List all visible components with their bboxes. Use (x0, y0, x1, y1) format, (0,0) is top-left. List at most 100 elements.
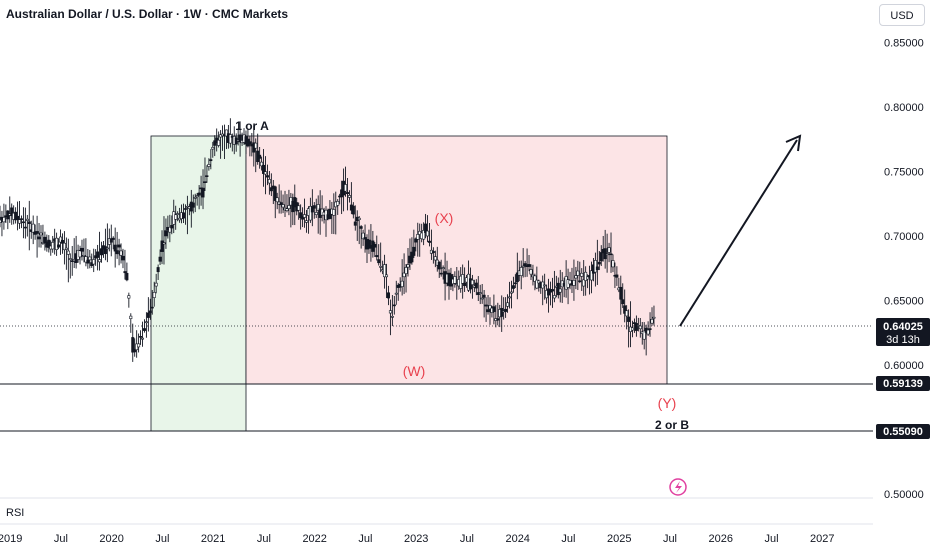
candle-body (176, 213, 180, 215)
candle-body (404, 267, 408, 274)
red-zone[interactable] (245, 135, 668, 385)
candle-body (137, 343, 141, 348)
candle-body (543, 284, 547, 287)
y-tick-label: 0.70000 (884, 231, 924, 243)
green-zone[interactable] (150, 135, 247, 432)
x-tick-label: Jul (561, 533, 575, 545)
candle-body (127, 295, 131, 299)
candle-body (529, 269, 533, 275)
candle-body (148, 310, 152, 314)
candle-body (582, 279, 586, 287)
candle-body (406, 264, 410, 268)
candle-body (19, 218, 23, 220)
candle-body (35, 231, 39, 234)
candle-body (486, 309, 490, 313)
candle-body (64, 247, 68, 250)
x-tick-label: 2022 (302, 533, 326, 545)
candle-body (416, 234, 420, 240)
projection-arrow[interactable] (679, 139, 798, 327)
candle-body (113, 244, 117, 252)
candle-body (627, 316, 631, 322)
level-value-lower: 0.55090 (883, 426, 923, 438)
candle-body (258, 154, 262, 159)
candle-body (211, 147, 215, 150)
candle-body (150, 306, 154, 309)
candle-body (623, 305, 627, 314)
label-w: (W) (403, 363, 426, 379)
candle-body (308, 205, 312, 221)
candle-body (39, 232, 43, 236)
candle-body (84, 256, 88, 263)
candle-body (203, 181, 207, 184)
candle-body (593, 260, 597, 273)
y-tick-label: 0.50000 (884, 489, 924, 501)
candle-body (96, 251, 100, 258)
candle-body (619, 286, 623, 300)
level-value-upper: 0.59139 (883, 378, 923, 390)
candle-body (262, 164, 266, 174)
candle-body (441, 267, 445, 269)
lightning-icon[interactable] (669, 478, 687, 496)
candle-body (133, 348, 137, 353)
candle-body (488, 305, 492, 310)
candle-body (574, 275, 578, 279)
candle-body (638, 325, 642, 330)
candle-body (537, 280, 541, 284)
candle-body (533, 275, 537, 282)
currency-button[interactable]: USD (879, 4, 925, 26)
candle-body (115, 250, 119, 255)
candle-body (359, 226, 363, 229)
candle-body (506, 302, 510, 307)
candle-body (131, 337, 135, 353)
candle-body (367, 239, 371, 249)
candle-body (523, 263, 527, 267)
candle-body (351, 205, 355, 215)
candle-body (303, 214, 307, 218)
candle-body (414, 238, 418, 243)
candle-body (57, 244, 61, 248)
y-tick-label: 0.85000 (884, 38, 924, 50)
candle-body (47, 239, 51, 248)
x-tick-label: 2024 (505, 533, 529, 545)
x-tick-label: Jul (358, 533, 372, 545)
candle-body (121, 255, 125, 261)
label-x: (X) (435, 210, 454, 226)
candle-body (23, 226, 27, 229)
label-1-or-a: 1 or A (235, 119, 269, 133)
candle-body (193, 196, 197, 199)
rsi-label[interactable]: RSI (6, 507, 24, 519)
candle-body (125, 272, 129, 281)
chart-title: Australian Dollar / U.S. Dollar · 1W · C… (6, 7, 288, 21)
candle-body (605, 253, 609, 256)
candle-body (388, 310, 392, 314)
candle-body (361, 232, 365, 240)
candle-body (117, 244, 121, 248)
candle-body (474, 282, 478, 289)
candle-body (615, 274, 619, 278)
candle-body (105, 247, 109, 250)
candle-body (174, 214, 178, 220)
countdown-text: 3d 13h (886, 334, 920, 346)
candle-body (37, 236, 41, 240)
candle-body (16, 215, 20, 220)
candle-body (463, 282, 467, 287)
candle-body (394, 292, 398, 295)
candle-body (400, 280, 404, 287)
candle-body (357, 217, 361, 220)
candle-body (480, 297, 484, 300)
candle-body (427, 240, 431, 243)
candle-body (375, 255, 379, 258)
candle-body (103, 246, 107, 255)
candle-body (285, 208, 289, 211)
candle-body (515, 272, 519, 283)
candle-body (273, 186, 277, 201)
candle-body (260, 161, 264, 167)
candle-body (519, 267, 523, 276)
candle-body (197, 192, 201, 196)
x-tick-label: Jul (663, 533, 677, 545)
y-tick-label: 0.80000 (884, 102, 924, 114)
time-axis[interactable]: 2019 Jul 2020 Jul 2021 Jul 2022 Jul 2023 Jul 2024 J… (0, 533, 834, 545)
candle-body (437, 261, 441, 270)
candle-body (580, 272, 584, 277)
